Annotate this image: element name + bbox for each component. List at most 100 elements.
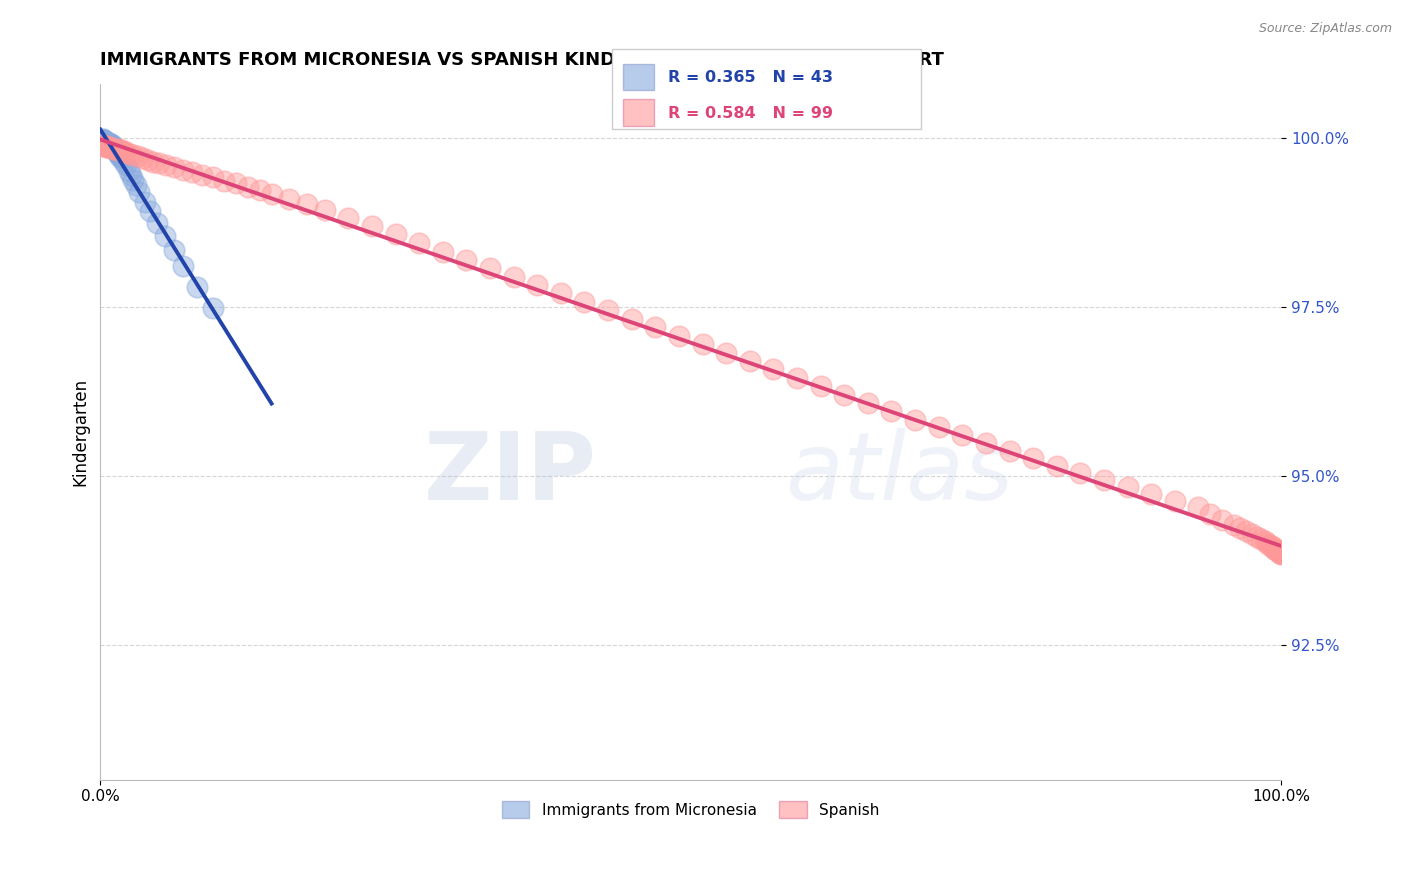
Point (181, 165, 204, 179)
Point (596, 303, 619, 318)
Point (125, 178, 148, 193)
Point (127, 149, 149, 163)
Point (714, 346, 737, 360)
Point (384, 227, 406, 241)
Text: ZIP: ZIP (423, 427, 596, 520)
Point (97, 137, 120, 152)
Point (110, 152, 132, 166)
Point (103, 141, 125, 155)
Text: IMMIGRANTS FROM MICRONESIA VS SPANISH KINDERGARTEN CORRELATION CHART: IMMIGRANTS FROM MICRONESIA VS SPANISH KI… (100, 51, 945, 69)
Point (97, 136, 120, 150)
Point (103, 140, 125, 154)
Point (172, 260, 194, 274)
Point (1250, 532, 1272, 546)
Point (108, 142, 131, 156)
Point (249, 183, 271, 197)
Point (432, 244, 454, 259)
Point (110, 143, 132, 157)
Point (998, 443, 1021, 458)
Point (146, 215, 169, 229)
Point (1116, 480, 1139, 494)
Point (162, 160, 184, 174)
Point (974, 435, 997, 450)
Point (574, 294, 596, 309)
Point (201, 301, 224, 316)
Point (904, 413, 927, 427)
Point (115, 145, 138, 160)
Point (1246, 529, 1268, 543)
Point (94, 139, 117, 153)
Point (1164, 494, 1187, 508)
Point (103, 138, 125, 153)
Point (620, 312, 643, 326)
Point (98, 137, 121, 152)
Point (122, 173, 145, 187)
Point (361, 219, 384, 233)
Point (456, 252, 478, 267)
Point (105, 145, 128, 159)
Point (93, 133, 115, 147)
Point (1265, 543, 1288, 558)
Point (91, 137, 114, 152)
Point (90, 132, 112, 146)
Point (1263, 541, 1285, 556)
Point (225, 177, 247, 191)
Point (104, 143, 127, 157)
Point (880, 404, 903, 418)
Point (1211, 513, 1233, 527)
Point (337, 211, 360, 225)
Point (172, 162, 194, 177)
Point (479, 260, 502, 275)
Point (1268, 545, 1291, 559)
Text: Source: ZipAtlas.com: Source: ZipAtlas.com (1258, 22, 1392, 36)
Point (295, 197, 318, 211)
Point (1267, 544, 1289, 558)
Point (1270, 546, 1292, 560)
Point (550, 286, 572, 301)
Point (1253, 533, 1275, 548)
Point (1258, 538, 1281, 552)
Point (101, 137, 124, 152)
Point (186, 279, 208, 293)
Point (502, 269, 524, 284)
Text: atlas: atlas (785, 428, 1014, 519)
Point (94, 134, 117, 148)
Point (762, 362, 785, 376)
Point (692, 337, 714, 351)
Point (100, 138, 122, 153)
Point (408, 235, 430, 250)
Point (1092, 474, 1115, 488)
Point (142, 154, 165, 169)
Point (1264, 542, 1286, 557)
Point (1223, 518, 1246, 533)
Point (93, 135, 115, 149)
Point (112, 154, 135, 169)
Point (1240, 527, 1263, 541)
Point (832, 388, 855, 402)
Point (97, 140, 120, 154)
Point (1270, 546, 1292, 560)
Point (1140, 487, 1163, 501)
Point (96, 136, 118, 150)
Point (1270, 547, 1292, 561)
Point (1270, 546, 1292, 560)
Point (122, 148, 145, 162)
Y-axis label: Kindergarten: Kindergarten (72, 378, 89, 486)
Point (786, 371, 808, 385)
Point (1187, 500, 1209, 515)
Point (139, 204, 162, 219)
Point (155, 158, 177, 172)
Point (94, 135, 117, 149)
Point (278, 192, 301, 206)
Point (1022, 451, 1045, 466)
Point (1268, 546, 1291, 560)
Point (1260, 539, 1282, 553)
Point (1267, 545, 1289, 559)
Point (136, 153, 159, 167)
Point (950, 428, 973, 442)
Point (101, 139, 124, 153)
Point (526, 278, 548, 293)
Point (148, 156, 170, 170)
Point (1267, 543, 1289, 558)
Point (91, 132, 114, 146)
